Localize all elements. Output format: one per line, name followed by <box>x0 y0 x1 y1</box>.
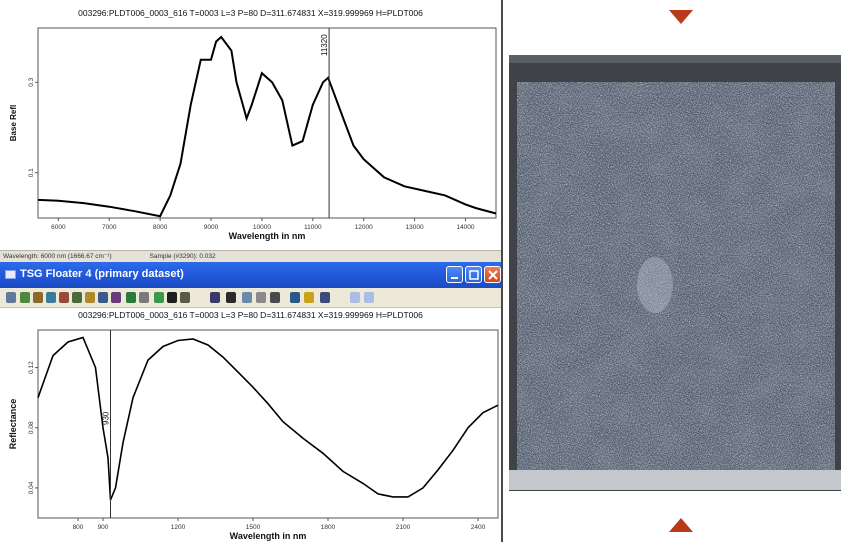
top-spectrum-line <box>37 35 497 218</box>
floater-window: TSG Floater 4 (primary dataset) <box>0 262 503 542</box>
plot-frame <box>37 329 499 519</box>
window-app-icon <box>5 270 16 279</box>
close-icon <box>488 270 498 280</box>
tool-icon-8[interactable] <box>111 292 121 303</box>
top-x-axis-label: Wavelength in nm <box>229 231 306 241</box>
minimize-icon <box>451 277 458 279</box>
x-tick-label: 900 <box>98 524 109 531</box>
tool-icon-10[interactable] <box>139 292 149 303</box>
x-tick-label: 7000 <box>102 224 117 231</box>
tool-icon-9[interactable] <box>126 292 136 303</box>
tool-icon-13[interactable] <box>180 292 190 303</box>
tool-icon-14[interactable] <box>210 292 220 303</box>
x-tick-label: 12000 <box>355 224 373 231</box>
top-plot-axes <box>37 27 497 219</box>
tray-bottom-edge <box>509 470 841 490</box>
bright-inclusion <box>637 257 673 313</box>
x-tick-label: 1200 <box>171 524 186 531</box>
menu-icon[interactable] <box>6 292 16 303</box>
x-tick-label: 2400 <box>471 524 486 531</box>
triangle-down-icon <box>669 10 693 24</box>
tool-icon-6[interactable] <box>85 292 95 303</box>
core-photo[interactable] <box>505 0 845 542</box>
maximize-button[interactable] <box>465 266 482 283</box>
x-tick-label: 2100 <box>396 524 411 531</box>
x-tick-label: 6000 <box>51 224 66 231</box>
x-tick-label: 8000 <box>153 224 168 231</box>
minimize-button[interactable] <box>446 266 463 283</box>
top-y-axis-label: Base Refl <box>9 105 18 141</box>
tool-icon-19[interactable] <box>290 292 300 303</box>
tool-icon-3[interactable] <box>46 292 56 303</box>
bottom-spectrum-chart[interactable]: 800 900 1200 1500 1800 2100 2400 0.12 0.08 0.04 9… <box>0 322 501 542</box>
tool-icon-21[interactable] <box>320 292 330 303</box>
core-texture-grain <box>517 82 835 475</box>
tool-icon-17[interactable] <box>256 292 266 303</box>
x-tick-label: 800 <box>73 524 84 531</box>
tool-icon-12[interactable] <box>167 292 177 303</box>
tool-icon-2[interactable] <box>33 292 43 303</box>
tool-icon-11[interactable] <box>154 292 164 303</box>
bottom-plot-header: 003296:PLDT006_0003_616 T=0003 L=3 P=80 … <box>78 310 423 320</box>
tool-icon-5[interactable] <box>72 292 82 303</box>
y-tick-label: 0.04 <box>28 481 35 494</box>
tool-icon-7[interactable] <box>98 292 108 303</box>
close-button[interactable] <box>484 266 501 283</box>
x-tick-label: 11000 <box>304 224 322 231</box>
x-tick-label: 14000 <box>456 224 474 231</box>
bottom-x-axis-label: Wavelength in nm <box>230 531 307 541</box>
x-tick-label: 9000 <box>204 224 219 231</box>
tool-icon-23[interactable] <box>364 292 374 303</box>
tray-top-edge <box>509 55 841 63</box>
status-wavelength: Wavelength: 6000 nm (1666.67 cm⁻¹) <box>3 253 112 260</box>
triangle-up-icon <box>669 518 693 532</box>
bottom-plot-axes <box>37 329 499 519</box>
tool-icon-20[interactable] <box>304 292 314 303</box>
tool-icon-22[interactable] <box>350 292 360 303</box>
status-sample: Sample (#3290): 0.032 <box>149 253 216 260</box>
tool-icon-1[interactable] <box>20 292 30 303</box>
core-photo-panel <box>505 0 845 542</box>
top-status-bar: Wavelength: 6000 nm (1666.67 cm⁻¹) Sampl… <box>0 250 501 262</box>
window-toolbar <box>0 288 501 308</box>
maximize-icon <box>469 270 479 280</box>
x-tick-label: 13000 <box>406 224 424 231</box>
window-titlebar[interactable]: TSG Floater 4 (primary dataset) <box>0 262 501 288</box>
y-tick-label: 0.08 <box>28 421 35 434</box>
x-tick-label: 1800 <box>321 524 336 531</box>
top-plot-header: 003296:PLDT006_0003_616 T=0003 L=3 P=80 … <box>78 8 423 18</box>
bottom-y-axis-label: Reflectance <box>8 399 18 450</box>
top-plot-ticks: 6000 7000 8000 9000 10000 11000 12000 13000 1400… <box>28 77 475 231</box>
top-marker-label: 11320 <box>320 34 329 56</box>
top-spectrum-chart[interactable]: 6000 7000 8000 9000 10000 11000 12000 13000 1400… <box>0 20 501 250</box>
y-tick-label: 0.1 <box>28 168 35 177</box>
x-tick-label: 1500 <box>246 524 261 531</box>
y-tick-label: 0.3 <box>28 77 35 86</box>
tool-icon-15[interactable] <box>226 292 236 303</box>
y-tick-label: 0.12 <box>28 361 35 374</box>
bottom-spectrum-line <box>37 336 499 501</box>
plot-frame <box>37 27 497 219</box>
tool-icon-18[interactable] <box>270 292 280 303</box>
tool-icon-16[interactable] <box>242 292 252 303</box>
tool-icon-4[interactable] <box>59 292 69 303</box>
window-title: TSG Floater 4 (primary dataset) <box>20 268 184 280</box>
bottom-plot-ticks: 800 900 1200 1500 1800 2100 2400 0.12 0.08 0.04 <box>28 361 486 531</box>
x-tick-label: 10000 <box>253 224 271 231</box>
top-spectrum-panel: 003296:PLDT006_0003_616 T=0003 L=3 P=80 … <box>0 0 503 262</box>
bottom-marker-label: 930 <box>102 411 111 425</box>
